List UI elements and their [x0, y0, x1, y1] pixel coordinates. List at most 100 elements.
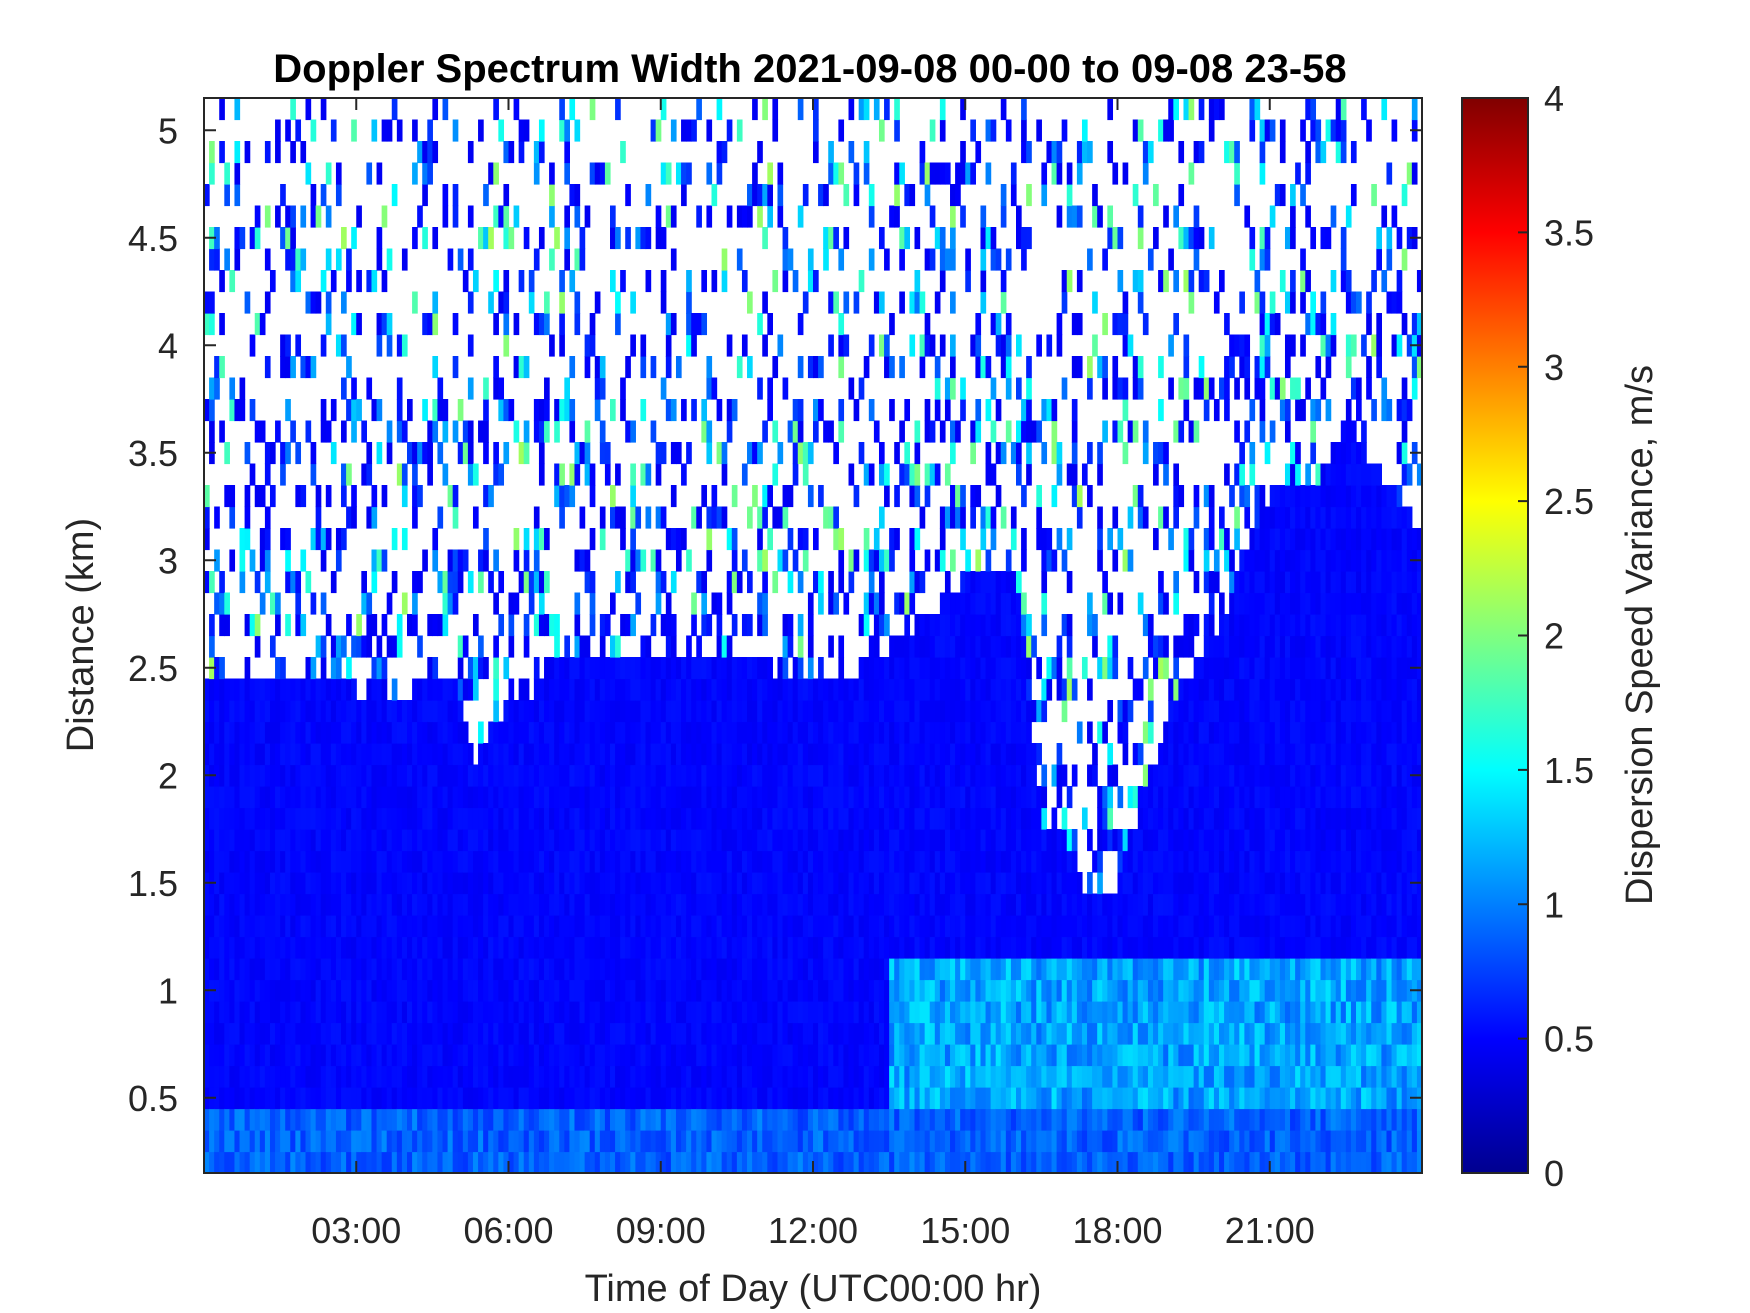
heatmap-cell: [772, 936, 779, 959]
heatmap-cell: [757, 528, 763, 551]
heatmap-cell: [878, 807, 885, 830]
heatmap-cell: [523, 1151, 530, 1174]
heatmap-cell: [599, 1022, 606, 1045]
heatmap-cell: [295, 248, 302, 271]
heatmap-cell: [762, 614, 768, 637]
heatmap-cell: [762, 592, 768, 615]
heatmap-cell: [285, 1151, 291, 1174]
heatmap-cell: [772, 506, 779, 529]
heatmap-cell: [853, 850, 860, 873]
heatmap-cell: [944, 377, 951, 400]
heatmap-cell: [635, 1087, 642, 1110]
heatmap-cell: [736, 700, 743, 723]
heatmap-cell: [980, 356, 987, 379]
heatmap-cell: [675, 786, 682, 809]
heatmap-cell: [665, 872, 672, 895]
heatmap-cell: [239, 786, 246, 809]
heatmap-cell: [325, 485, 332, 508]
heatmap-cell: [335, 807, 342, 830]
heatmap-cell: [538, 141, 545, 164]
heatmap-cell: [980, 700, 987, 723]
heatmap-cell: [838, 334, 845, 357]
heatmap-cell: [782, 657, 789, 680]
heatmap-cell: [579, 1151, 586, 1174]
heatmap-cell: [660, 850, 667, 873]
heatmap-cell: [975, 420, 982, 443]
heatmap-cell: [873, 721, 880, 744]
heatmap-cell: [472, 915, 479, 938]
heatmap-cell: [873, 657, 880, 680]
heatmap-cell: [325, 850, 332, 873]
heatmap-cell: [528, 807, 535, 830]
heatmap-cell: [955, 850, 961, 873]
heatmap-cell: [366, 1108, 373, 1131]
heatmap-cell: [777, 700, 784, 723]
heatmap-cell: [833, 528, 839, 551]
heatmap-cell: [640, 1001, 647, 1024]
heatmap-cell: [462, 1130, 469, 1153]
heatmap-cell: [889, 549, 895, 572]
heatmap-cell: [660, 807, 667, 830]
heatmap-cell: [950, 1044, 956, 1067]
heatmap-cell: [924, 850, 931, 873]
heatmap-cell: [726, 678, 733, 701]
heatmap-cell: [752, 872, 758, 895]
heatmap-cell: [366, 893, 373, 916]
heatmap-cell: [726, 1001, 733, 1024]
heatmap-cell: [813, 1130, 819, 1153]
heatmap-cell: [544, 614, 550, 637]
heatmap-cell: [701, 1108, 708, 1131]
heatmap-cell: [955, 764, 961, 787]
heatmap-cell: [508, 141, 515, 164]
heatmap-cell: [924, 614, 931, 637]
heatmap-cell: [427, 743, 433, 766]
heatmap-cell: [305, 936, 312, 959]
heatmap-cell: [538, 119, 545, 142]
heatmap-cell: [549, 334, 555, 357]
heatmap-cell: [259, 1065, 266, 1088]
heatmap-cell: [412, 442, 418, 465]
heatmap-cell: [960, 850, 966, 873]
heatmap-cell: [285, 1001, 291, 1024]
heatmap-cell: [391, 700, 398, 723]
heatmap-cell: [736, 958, 743, 981]
heatmap-cell: [528, 829, 535, 852]
heatmap-cell: [498, 1065, 505, 1088]
heatmap-cell: [990, 721, 997, 744]
heatmap-cell: [944, 248, 951, 271]
heatmap-cell: [594, 829, 601, 852]
heatmap-cell: [407, 893, 413, 916]
heatmap-cell: [777, 764, 784, 787]
heatmap-cell: [848, 807, 855, 830]
heatmap-cell: [878, 1044, 885, 1067]
heatmap-cell: [472, 1022, 479, 1045]
heatmap-cell: [909, 334, 916, 357]
heatmap-cell: [457, 764, 464, 787]
heatmap-cell: [792, 463, 799, 486]
heatmap-cell: [899, 657, 905, 680]
heatmap-cell: [610, 657, 616, 680]
heatmap-cell: [924, 936, 931, 959]
heatmap-cell: [259, 786, 266, 809]
heatmap-cell: [330, 442, 337, 465]
heatmap-cell: [346, 764, 352, 787]
heatmap-cell: [894, 721, 900, 744]
heatmap-cell: [807, 356, 814, 379]
heatmap-cell: [229, 377, 236, 400]
heatmap-cell: [447, 1044, 454, 1067]
heatmap-cell: [787, 764, 794, 787]
heatmap-cell: [960, 528, 966, 551]
heatmap-cell: [681, 1001, 687, 1024]
heatmap-cell: [564, 1151, 570, 1174]
heatmap-cell: [741, 1001, 748, 1024]
heatmap-cell: [295, 1151, 302, 1174]
heatmap-cell: [711, 829, 718, 852]
heatmap-cell: [452, 313, 459, 336]
heatmap-cell: [813, 356, 819, 379]
heatmap-cell: [782, 1022, 789, 1045]
heatmap-cell: [823, 850, 829, 873]
heatmap-cell: [280, 807, 286, 830]
heatmap-cell: [726, 764, 733, 787]
heatmap-cell: [884, 248, 890, 271]
heatmap-cell: [559, 979, 565, 1002]
